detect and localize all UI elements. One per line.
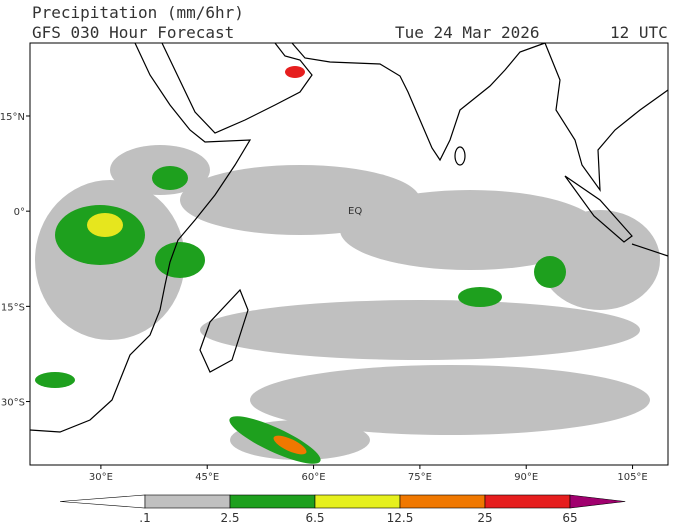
colorbar-segment	[229, 494, 316, 509]
rain-area	[340, 190, 600, 270]
lon-tick-label: 60°E	[302, 472, 326, 483]
rain-area	[458, 287, 502, 307]
rain-area	[87, 213, 123, 237]
lat-tick-label: 30°S	[1, 398, 25, 409]
graticule-ticks: 15°N 0° 15°S 30°S 30°E 45°E 60°E 75°E 90°E 105°E	[0, 112, 648, 483]
coastline	[631, 243, 669, 257]
coastline	[454, 146, 466, 166]
rain-area	[35, 372, 75, 388]
rain-area	[250, 365, 650, 435]
rain-area	[273, 435, 307, 455]
colorbar-label: 12.5	[387, 511, 414, 525]
colorbar-label: 65	[562, 511, 577, 525]
map-frame	[29, 42, 669, 466]
rain-area	[534, 256, 566, 288]
rain-area	[200, 300, 640, 360]
colorbar-label: 2.5	[220, 511, 239, 525]
coastline	[161, 42, 313, 134]
title: Precipitation (mm/6hr)	[32, 3, 244, 22]
lat-tick-label: 15°S	[1, 302, 25, 313]
equator-label: EQ	[348, 206, 362, 217]
coastline	[564, 175, 633, 243]
colorbar-segment	[314, 494, 401, 509]
colorbar-label: 6.5	[305, 511, 324, 525]
rain-area	[155, 242, 205, 278]
lon-tick-label: 45°E	[195, 472, 219, 483]
coastline	[199, 288, 249, 373]
colorbar-segment	[144, 494, 231, 509]
colorbar: .1 2.5 6.5 12.5 25 65	[59, 494, 626, 525]
coastline	[544, 42, 669, 193]
coastline	[291, 42, 546, 162]
rain-area	[285, 66, 305, 78]
coastlines	[29, 42, 669, 433]
colorbar-segment	[569, 494, 626, 509]
date: Tue 24 Mar 2026	[395, 23, 540, 42]
lat-tick-label: 15°N	[0, 112, 25, 123]
coastline	[29, 42, 252, 433]
rain-area	[540, 210, 660, 310]
lat-tick-label: 0°	[14, 207, 25, 218]
rain-area	[152, 166, 188, 190]
colorbar-segment	[399, 494, 486, 509]
lon-tick-label: 105°E	[617, 472, 647, 483]
colorbar-segment	[484, 494, 571, 509]
lon-tick-label: 30°E	[89, 472, 113, 483]
colorbar-label: 25	[477, 511, 492, 525]
colorbar-segment	[59, 494, 146, 509]
subtitle: GFS 030 Hour Forecast	[32, 23, 234, 42]
precip-field	[35, 66, 660, 464]
time: 12 UTC	[610, 23, 668, 42]
lon-tick-label: 75°E	[408, 472, 432, 483]
colorbar-label: .1	[139, 511, 150, 525]
lon-tick-label: 90°E	[514, 472, 538, 483]
